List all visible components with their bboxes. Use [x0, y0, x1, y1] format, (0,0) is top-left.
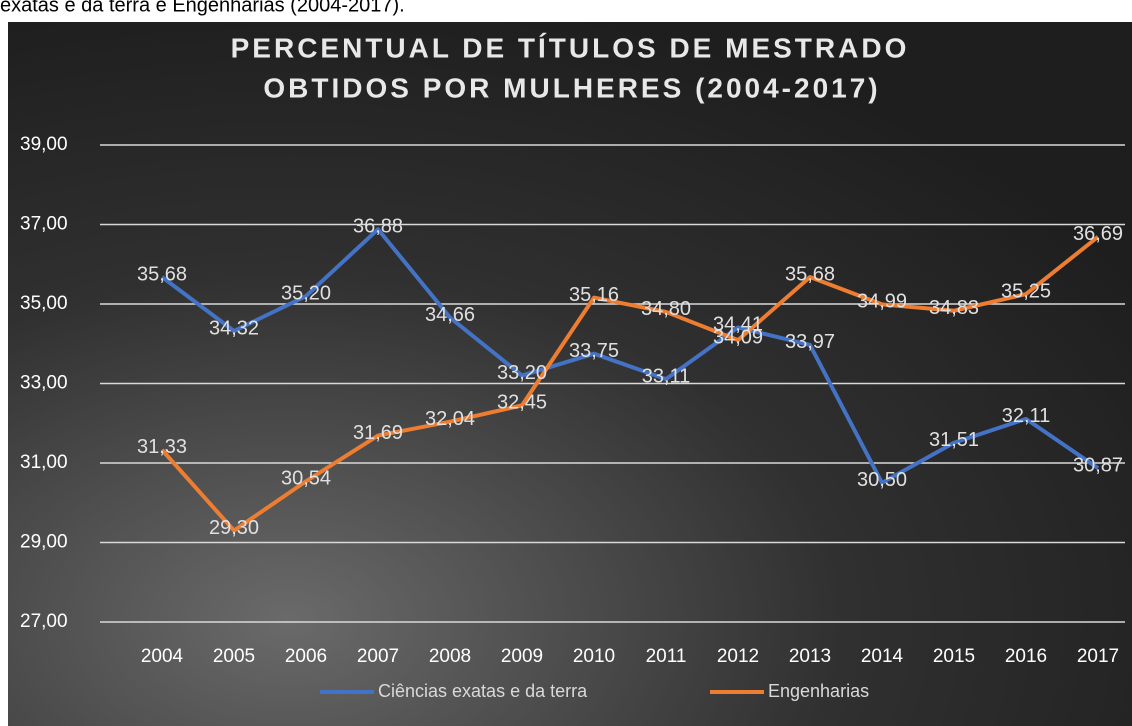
x-tick-label: 2011 [646, 646, 687, 667]
y-tick-label: 39,00 [20, 134, 68, 155]
data-label: 34,66 [425, 304, 475, 326]
y-tick-label: 33,00 [20, 373, 68, 394]
x-tick-label: 2010 [573, 646, 615, 667]
data-label: 33,11 [642, 365, 691, 387]
x-tick-label: 2014 [861, 646, 904, 667]
x-tick-label: 2015 [933, 646, 975, 667]
x-tick-label: 2009 [501, 646, 543, 667]
data-label: 34,41 [713, 314, 763, 336]
y-tick-label: 35,00 [20, 293, 68, 314]
chart-background [8, 22, 1132, 726]
legend-label: Engenharias [768, 681, 869, 701]
data-label: 35,25 [1001, 280, 1051, 302]
x-tick-label: 2008 [429, 646, 471, 667]
data-label: 32,11 [1002, 405, 1051, 427]
data-label: 34,32 [209, 317, 259, 339]
data-label: 33,75 [569, 340, 619, 362]
x-tick-label: 2016 [1005, 646, 1047, 667]
caption: exatas e da terra e Engenharias (2004-20… [0, 0, 405, 16]
y-tick-label: 29,00 [20, 532, 68, 553]
data-label: 36,88 [353, 216, 403, 238]
data-label: 30,87 [1073, 454, 1123, 476]
data-label: 36,69 [1073, 223, 1123, 245]
data-label: 33,20 [497, 362, 547, 384]
y-tick-label: 37,00 [20, 214, 68, 235]
legend-label: Ciências exatas e da terra [378, 681, 588, 701]
data-label: 34,80 [641, 298, 691, 320]
data-label: 29,30 [209, 517, 259, 539]
data-label: 34,83 [929, 297, 979, 319]
data-label: 35,68 [785, 263, 835, 285]
data-label: 35,68 [137, 263, 187, 285]
series-line [160, 235, 1100, 533]
data-label: 34,09 [713, 326, 763, 348]
x-tick-label: 2013 [789, 646, 831, 667]
data-label: 32,45 [497, 392, 547, 414]
data-label: 33,97 [785, 331, 835, 353]
data-label: 31,69 [353, 422, 403, 444]
data-label: 31,33 [137, 436, 187, 458]
chart-title: PERCENTUAL DE TÍTULOS DE MESTRADO [231, 32, 910, 63]
data-label: 32,04 [425, 408, 475, 430]
x-tick-label: 2007 [357, 646, 399, 667]
data-label: 31,51 [929, 429, 979, 451]
data-label: 35,20 [281, 282, 331, 304]
data-label: 30,50 [857, 469, 907, 491]
x-tick-label: 2012 [717, 646, 759, 667]
data-label: 34,99 [857, 291, 907, 313]
x-tick-label: 2005 [213, 646, 255, 667]
y-tick-label: 27,00 [20, 611, 68, 632]
series-line [160, 227, 1100, 485]
x-tick-label: 2004 [141, 646, 184, 667]
data-label: 35,16 [569, 284, 619, 306]
y-tick-label: 31,00 [20, 452, 68, 473]
x-tick-label: 2017 [1077, 646, 1119, 667]
data-label: 30,54 [281, 468, 331, 490]
x-tick-label: 2006 [285, 646, 327, 667]
chart-title: OBTIDOS POR MULHERES (2004-2017) [263, 72, 880, 103]
